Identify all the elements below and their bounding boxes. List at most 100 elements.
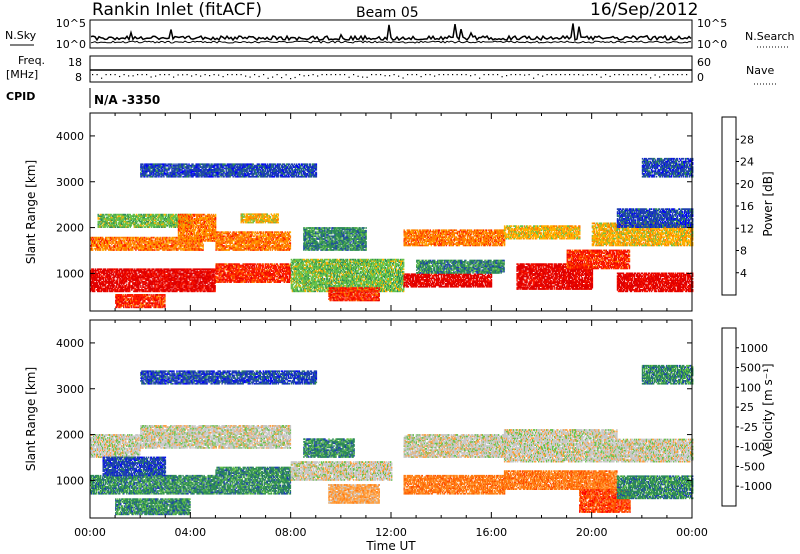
nave-dot	[380, 74, 381, 75]
nave-dot	[655, 74, 656, 75]
nave-dot	[317, 75, 318, 76]
nave-dot	[488, 74, 489, 75]
nave-dot	[556, 74, 557, 75]
nave-dot	[119, 76, 120, 77]
nave-dot	[133, 75, 134, 76]
date-title: 16/Sep/2012	[590, 0, 698, 20]
nave-dot	[686, 74, 687, 75]
nave-dot	[448, 74, 449, 75]
nave-dot	[502, 76, 503, 77]
nave-dot	[322, 74, 323, 75]
nsky-tick-top: 10^5	[56, 17, 86, 30]
nave-dot	[313, 74, 314, 75]
nave-dot	[349, 77, 350, 78]
nave-dot	[605, 74, 606, 75]
nave-dot	[623, 74, 624, 75]
power-panel: 1000200030004000 Slant Range [km] 282420…	[24, 113, 775, 311]
nave-dot	[196, 74, 197, 75]
cpid-row: CPID N/A -3350	[6, 88, 160, 108]
nave-dot	[115, 74, 116, 75]
nave-dot	[263, 74, 264, 75]
nave-dot	[407, 74, 408, 75]
nave-dot	[218, 75, 219, 76]
station-title: Rankin Inlet (fitACF)	[92, 0, 262, 20]
nave-dot	[205, 74, 206, 75]
nave-dot	[106, 74, 107, 75]
nave-dot	[614, 74, 615, 75]
nave-dot	[178, 74, 179, 75]
nave-dot	[277, 74, 278, 75]
nave-dot	[250, 77, 251, 78]
nave-dot	[416, 74, 417, 75]
nave-dot	[200, 76, 201, 77]
nave-dot	[646, 74, 647, 75]
nave-dot	[425, 74, 426, 75]
nave-dot	[353, 74, 354, 75]
nave-dot	[151, 76, 152, 77]
nave-dot	[533, 78, 534, 79]
nave-dot	[254, 74, 255, 75]
nave-dot	[412, 74, 413, 75]
nave-dot	[664, 74, 665, 75]
nave-dot	[677, 74, 678, 75]
freq-label-top: Freq.	[18, 54, 45, 67]
nave-dot	[659, 76, 660, 77]
nave-dot	[511, 74, 512, 75]
data-cell	[140, 285, 141, 287]
nave-dot	[668, 74, 669, 75]
nave-dot	[430, 74, 431, 75]
nave-dot	[673, 74, 674, 75]
nave-dot	[385, 75, 386, 76]
nave-dot	[461, 74, 462, 75]
nave-dot	[479, 78, 480, 79]
nave-dot	[137, 74, 138, 75]
nave-dot	[542, 76, 543, 77]
radar-summary-figure: Rankin Inlet (fitACF) Beam 05 16/Sep/201…	[0, 0, 800, 554]
nsky-tick-bottom: 10^0	[56, 38, 86, 51]
nave-dot	[376, 74, 377, 75]
nave-dot	[304, 75, 305, 76]
nave-dot	[592, 74, 593, 75]
nave-dot	[452, 74, 453, 75]
nave-dot	[497, 74, 498, 75]
freq-tick-top: 18	[68, 56, 82, 69]
nave-dot	[335, 74, 336, 75]
nave-tick-bottom: 0	[697, 71, 704, 84]
nave-dot	[164, 74, 165, 75]
nave-dot	[587, 74, 588, 75]
data-cell	[136, 273, 137, 275]
nave-dot	[547, 74, 548, 75]
nave-dot	[344, 74, 345, 75]
nave-dot	[596, 74, 597, 75]
nave-dot	[340, 74, 341, 75]
nave-dot	[524, 75, 525, 76]
nave-dot	[326, 74, 327, 75]
nave-dot	[506, 75, 507, 76]
nave-dot	[367, 77, 368, 78]
nave-dot	[403, 77, 404, 78]
nave-dot	[236, 74, 237, 75]
nave-dot	[515, 74, 516, 75]
nave-dot	[173, 77, 174, 78]
nave-dot	[470, 75, 471, 76]
nave-dot	[155, 76, 156, 77]
nave-dot	[637, 74, 638, 75]
nave-dot	[191, 75, 192, 76]
nave-dot	[551, 74, 552, 75]
nave-dot	[286, 74, 287, 75]
nave-dot	[308, 75, 309, 76]
nave-dot	[434, 76, 435, 77]
freq-tick-bottom: 8	[75, 71, 82, 84]
nave-dot	[281, 77, 282, 78]
freq-panel: Freq. [MHz] 18 8 60 0 Nave	[6, 54, 778, 84]
nave-dot	[632, 74, 633, 75]
nsearch-tick-bottom: 10^0	[697, 38, 727, 51]
nave-dot	[682, 74, 683, 75]
nave-dot	[209, 75, 210, 76]
nave-dot	[214, 74, 215, 75]
nave-dot	[259, 76, 260, 77]
cpid-label: CPID	[6, 90, 35, 103]
nave-dot	[583, 75, 584, 76]
beam-title: Beam 05	[356, 5, 419, 21]
nave-dot	[241, 74, 242, 75]
